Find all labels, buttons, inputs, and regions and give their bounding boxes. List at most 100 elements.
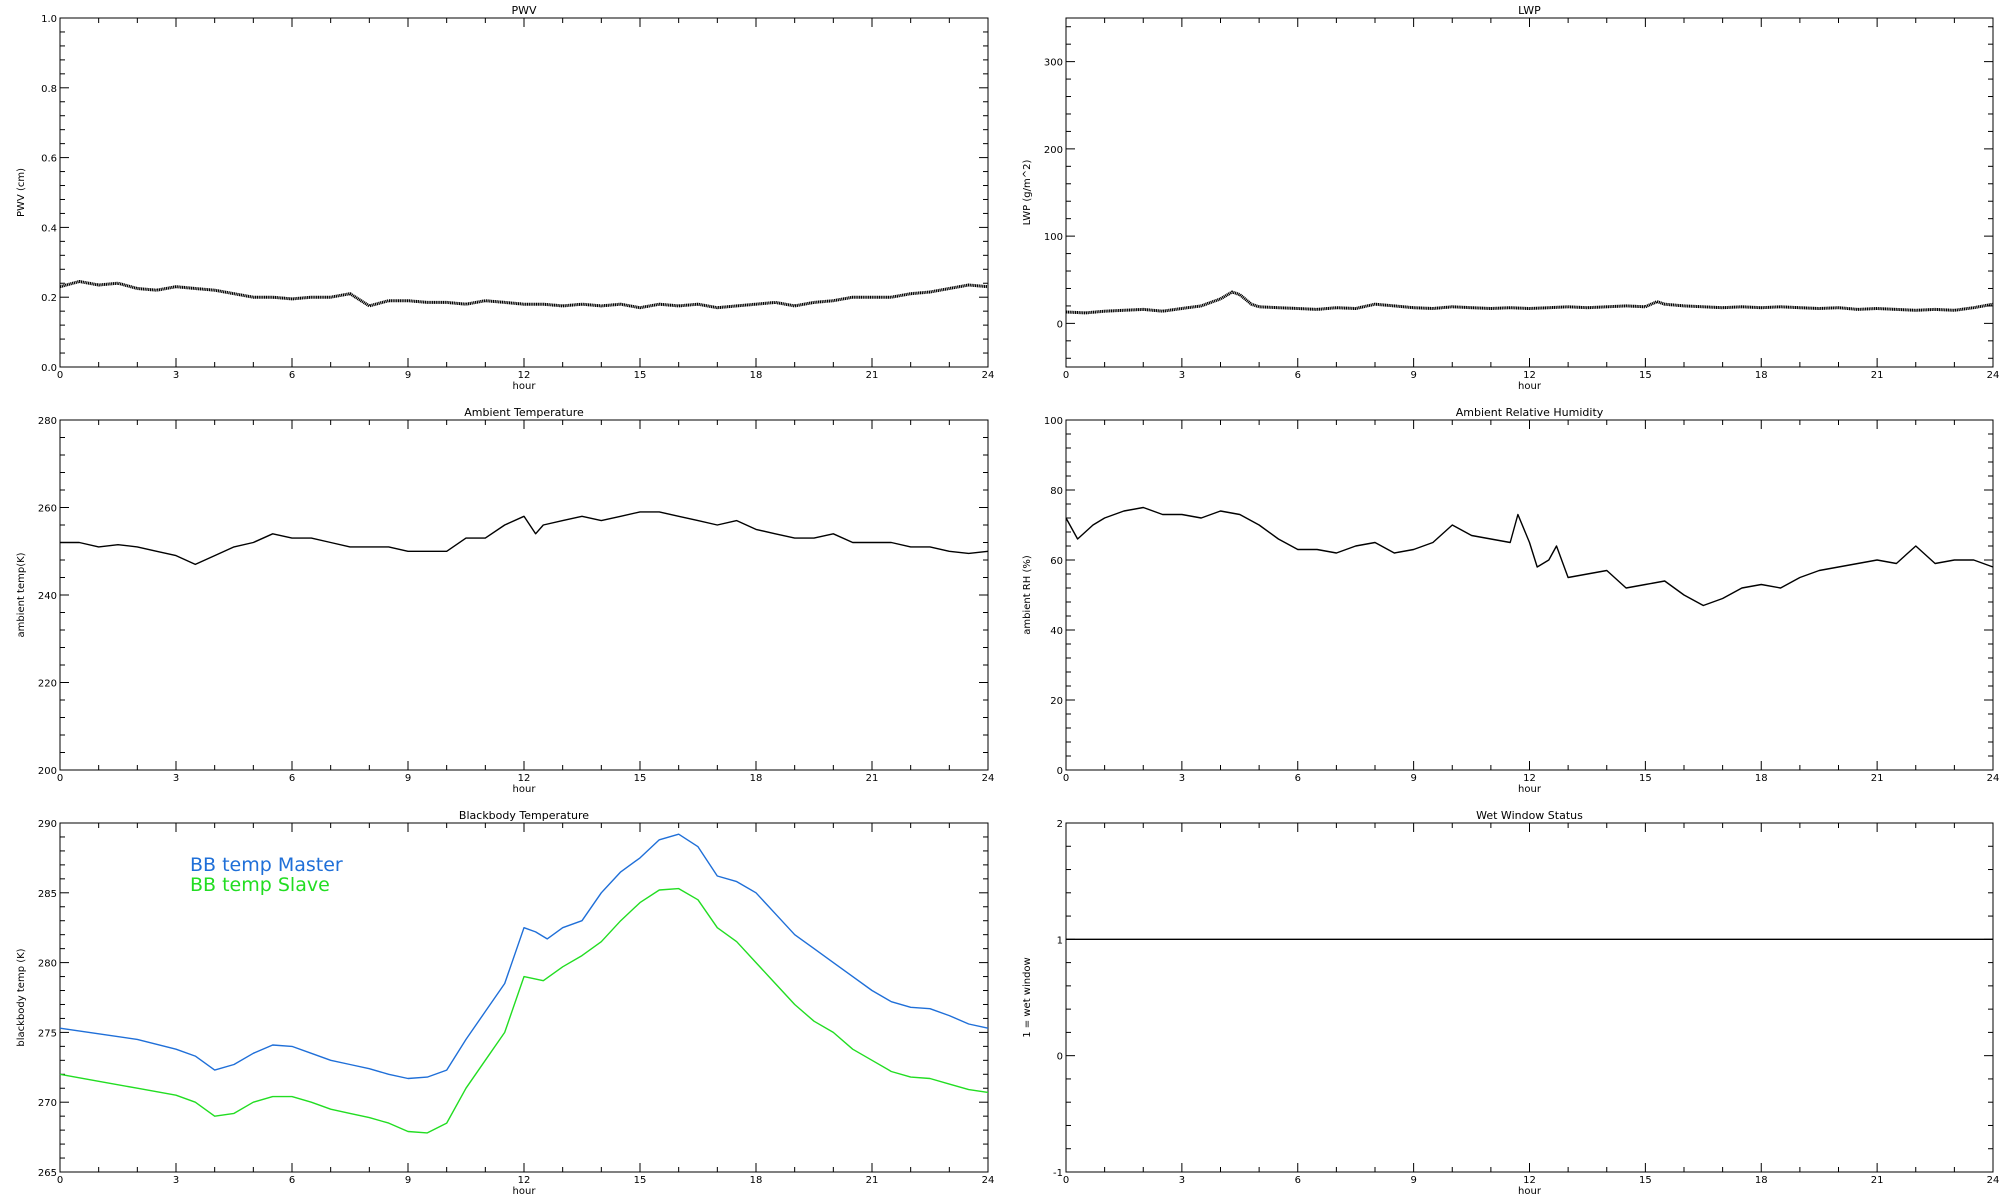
x-tick-label: 6 bbox=[289, 1175, 295, 1186]
chart-title: Wet Window Status bbox=[1476, 809, 1583, 822]
x-tick-label: 21 bbox=[866, 1175, 879, 1186]
x-tick-label: 6 bbox=[289, 773, 295, 784]
x-tick-label: 12 bbox=[1523, 370, 1536, 381]
y-tick-label: 0.2 bbox=[41, 293, 57, 304]
panel-ambient-rh: Ambient Relative Humidity 0 3 6 9 12 15 18 21 24 0… bbox=[1022, 406, 1999, 795]
y-axis-label: blackbody temp (K) bbox=[16, 948, 27, 1046]
x-tick-label: 24 bbox=[1987, 370, 2000, 381]
x-axis-label: hour bbox=[513, 381, 537, 392]
y-tick-label: 0 bbox=[1057, 319, 1063, 330]
x-tick-label: 3 bbox=[173, 1175, 179, 1186]
x-tick-label: 15 bbox=[634, 370, 647, 381]
y-axis-label: LWP (g/m^2) bbox=[1022, 160, 1033, 226]
y-tick-label: 260 bbox=[38, 504, 57, 515]
x-tick-label: 9 bbox=[1410, 773, 1416, 784]
chart-title: Ambient Relative Humidity bbox=[1456, 406, 1604, 419]
x-tick-label: 12 bbox=[518, 370, 531, 381]
x-tick-label: 15 bbox=[634, 1175, 647, 1186]
x-axis-label: hour bbox=[513, 784, 537, 795]
x-tick-label: 9 bbox=[405, 370, 411, 381]
x-tick-label: 12 bbox=[518, 773, 531, 784]
x-tick-label: 18 bbox=[1755, 1175, 1768, 1186]
x-tick-label: 3 bbox=[1179, 773, 1185, 784]
y-tick-label: 275 bbox=[38, 1028, 57, 1039]
x-tick-label: 24 bbox=[1987, 1175, 2000, 1186]
x-axis-label: hour bbox=[513, 1186, 537, 1197]
panel-lwp: LWP 0 3 6 9 12 15 18 21 24 0 100 200 300 hour LWP (g/m^… bbox=[1022, 4, 1999, 392]
y-tick-label: 285 bbox=[38, 889, 57, 900]
y-tick-label: 0 bbox=[1057, 766, 1063, 777]
x-tick-label: 21 bbox=[1871, 370, 1884, 381]
chart-title: Blackbody Temperature bbox=[459, 809, 589, 822]
plot-frame bbox=[59, 17, 989, 368]
y-axis-label: ambient RH (%) bbox=[1022, 555, 1033, 635]
x-tick-label: 12 bbox=[1523, 773, 1536, 784]
y-tick-label: 200 bbox=[1044, 145, 1063, 156]
y-tick-label: 0.4 bbox=[41, 223, 57, 234]
plot-frame bbox=[1065, 419, 1994, 771]
series-line-bb-temp-slave bbox=[59, 887, 989, 1134]
y-tick-label: 200 bbox=[38, 766, 57, 777]
x-tick-label: 0 bbox=[57, 773, 63, 784]
x-tick-label: 9 bbox=[1410, 370, 1416, 381]
y-tick-label: 2 bbox=[1057, 819, 1063, 830]
x-tick-label: 3 bbox=[173, 370, 179, 381]
y-tick-label: 100 bbox=[1044, 416, 1063, 427]
y-tick-label: 40 bbox=[1050, 626, 1063, 637]
x-tick-label: 3 bbox=[173, 773, 179, 784]
series-line-pwv bbox=[59, 280, 989, 310]
plot-frame bbox=[1065, 822, 1994, 1173]
x-tick-label: 15 bbox=[1639, 1175, 1652, 1186]
y-tick-label: 1.0 bbox=[41, 14, 57, 25]
y-tick-label: -1 bbox=[1053, 1168, 1063, 1179]
x-tick-label: 18 bbox=[1755, 370, 1768, 381]
chart-title: PWV bbox=[511, 4, 537, 17]
x-tick-label: 12 bbox=[1523, 1175, 1536, 1186]
x-tick-label: 3 bbox=[1179, 370, 1185, 381]
plot-frame bbox=[59, 419, 989, 771]
series-line-ambient-temp bbox=[60, 511, 989, 566]
y-axis-label: ambient temp(K) bbox=[16, 552, 27, 637]
x-tick-label: 6 bbox=[1295, 1175, 1301, 1186]
x-tick-label: 9 bbox=[1410, 1175, 1416, 1186]
x-tick-label: 9 bbox=[405, 773, 411, 784]
chart-title: Ambient Temperature bbox=[464, 406, 584, 419]
x-tick-label: 24 bbox=[982, 773, 995, 784]
x-tick-label: 6 bbox=[1295, 773, 1301, 784]
y-tick-label: 0.6 bbox=[41, 154, 57, 165]
x-tick-label: 21 bbox=[866, 773, 879, 784]
panel-blackbody-temp: Blackbody Temperature 0 3 6 9 12 15 18 21 24 265 27… bbox=[16, 809, 994, 1197]
x-tick-label: 3 bbox=[1179, 1175, 1185, 1186]
x-tick-label: 15 bbox=[1639, 370, 1652, 381]
x-tick-label: 0 bbox=[57, 1175, 63, 1186]
x-tick-label: 24 bbox=[982, 370, 995, 381]
x-tick-label: 12 bbox=[518, 1175, 531, 1186]
chart-title: LWP bbox=[1518, 4, 1541, 17]
series-line-bb-temp-master bbox=[59, 833, 989, 1080]
y-axis-label: PWV (cm) bbox=[16, 168, 27, 217]
x-tick-label: 6 bbox=[1295, 370, 1301, 381]
x-tick-label: 15 bbox=[1639, 773, 1652, 784]
y-tick-label: 240 bbox=[38, 591, 57, 602]
x-tick-label: 21 bbox=[1871, 1175, 1884, 1186]
x-tick-label: 18 bbox=[750, 370, 763, 381]
y-tick-label: 60 bbox=[1050, 556, 1063, 567]
y-tick-label: 270 bbox=[38, 1098, 57, 1109]
y-tick-label: 265 bbox=[38, 1168, 57, 1179]
series-line-lwp bbox=[1065, 290, 1994, 315]
x-tick-label: 6 bbox=[289, 370, 295, 381]
y-tick-label: 300 bbox=[1044, 58, 1063, 69]
x-tick-label: 15 bbox=[634, 773, 647, 784]
y-tick-label: 100 bbox=[1044, 232, 1063, 243]
y-axis-label: 1 = wet window bbox=[1022, 957, 1033, 1037]
x-tick-label: 24 bbox=[1987, 773, 2000, 784]
x-tick-label: 18 bbox=[750, 773, 763, 784]
x-tick-label: 24 bbox=[982, 1175, 995, 1186]
panel-ambient-temp: Ambient Temperature 0 3 6 9 12 15 18 21 24 200 220 2… bbox=[16, 406, 994, 795]
x-axis-label: hour bbox=[1518, 1186, 1542, 1197]
x-tick-label: 21 bbox=[866, 370, 879, 381]
y-tick-label: 80 bbox=[1050, 486, 1063, 497]
x-tick-label: 9 bbox=[405, 1175, 411, 1186]
